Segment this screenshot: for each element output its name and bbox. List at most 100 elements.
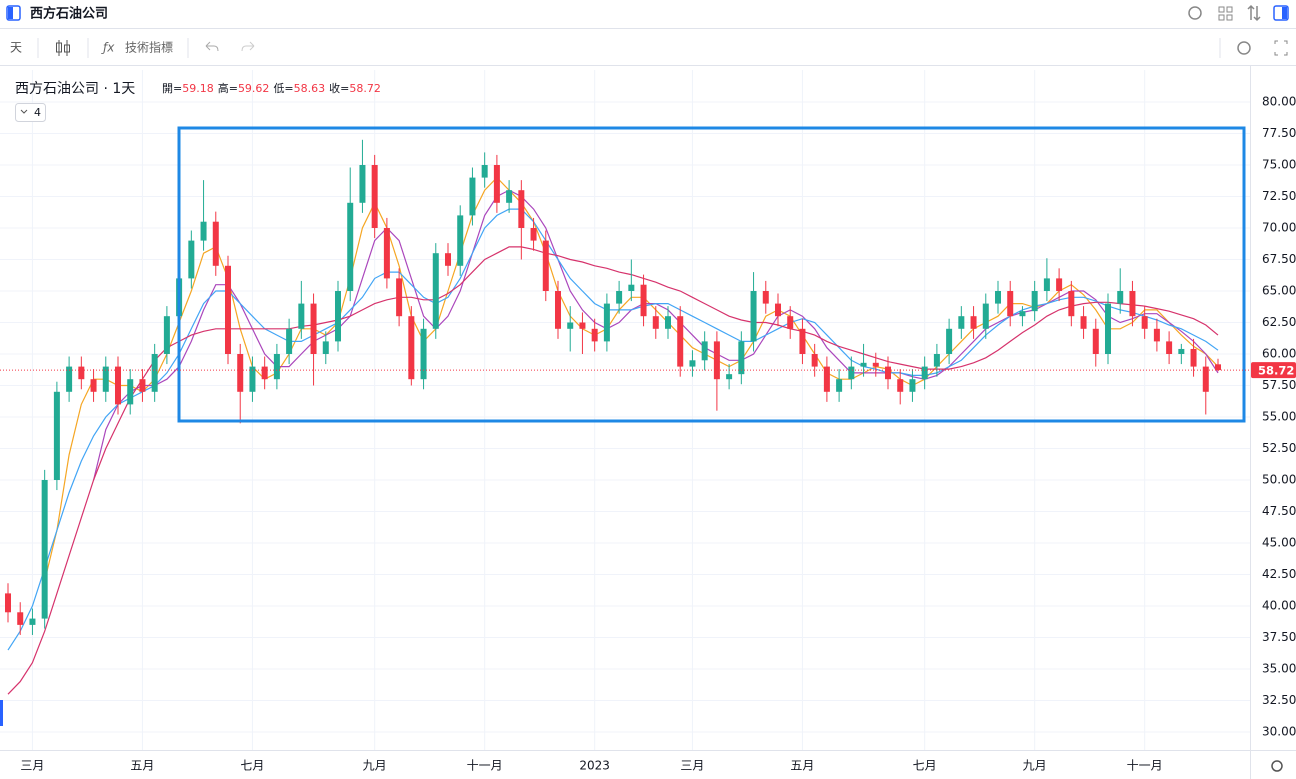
y-tick-label: 77.50 — [1262, 126, 1296, 140]
y-tick-label: 72.50 — [1262, 189, 1296, 203]
range-box — [177, 126, 1246, 423]
candle-body — [1166, 341, 1173, 354]
candle-body — [310, 303, 317, 354]
last-price-tag — [1251, 362, 1296, 379]
y-tick-label: 60.00 — [1262, 346, 1296, 360]
series-title: 西方石油公司 · 1天 — [15, 81, 135, 97]
x-tick-label: 七月 — [240, 759, 264, 773]
moving-average-line — [7, 246, 1219, 695]
candle-body — [1153, 328, 1160, 342]
candle-body — [200, 221, 207, 241]
candle-body — [603, 303, 610, 342]
candle-body — [335, 290, 341, 342]
candle-body — [518, 190, 525, 228]
candle-body — [579, 322, 586, 329]
axes: 30.00 32.50 35.00 37.50 40.00 42.50 45.00 47.50… — [0, 66, 1296, 779]
candle-body — [139, 379, 146, 392]
x-tick-label: 十一月 — [1127, 759, 1163, 773]
candle-body — [872, 362, 879, 367]
candle-body — [481, 165, 488, 178]
candle-body — [677, 316, 684, 367]
candle-body — [1068, 290, 1075, 317]
app-title: 西方石油公司 — [30, 6, 108, 22]
candle-body — [225, 265, 231, 354]
open-label: 開= — [162, 82, 182, 95]
candle-body — [457, 215, 464, 266]
candle-body — [1215, 364, 1221, 371]
candle-body — [322, 341, 329, 354]
compare-icon[interactable] — [1247, 4, 1261, 22]
candle-body — [17, 612, 24, 625]
candle-body — [689, 360, 696, 367]
interval-button[interactable]: 天 — [10, 41, 22, 55]
indicator-count: 4 — [34, 106, 41, 119]
sidebar-icon[interactable] — [1273, 5, 1289, 21]
high-label: 高= — [218, 81, 238, 95]
candle-body — [933, 353, 940, 367]
panel-icon-fill — [8, 7, 13, 19]
indicator-toggle[interactable] — [15, 103, 46, 122]
candle-body — [237, 353, 244, 392]
fullscreen-icon[interactable] — [1274, 40, 1288, 56]
candle-body — [860, 362, 867, 367]
indicators-button[interactable]: 技術指標 — [125, 40, 173, 55]
candle-body — [445, 253, 451, 266]
candle-body — [1117, 290, 1124, 304]
panel-icon[interactable] — [6, 5, 21, 21]
layout-icon[interactable] — [1218, 6, 1225, 13]
candle-body — [359, 165, 366, 203]
candle-body — [530, 227, 537, 241]
candle-body — [1105, 303, 1111, 354]
candle-body — [506, 190, 513, 203]
candle-body — [396, 278, 403, 317]
close-label: 收= — [329, 81, 349, 95]
high-value: 59.62 — [238, 82, 270, 95]
candle-body — [151, 353, 158, 392]
y-tick-label: 70.00 — [1262, 220, 1296, 234]
y-tick-label: 75.00 — [1262, 158, 1296, 172]
y-tick-label: 35.00 — [1262, 661, 1296, 675]
candle-body — [1092, 328, 1099, 354]
candle-body — [1178, 348, 1185, 354]
y-tick-label: 62.50 — [1262, 315, 1296, 329]
grid — [0, 70, 1250, 750]
candle-icon-body — [56, 42, 62, 53]
candle-body — [249, 366, 256, 392]
candle-body — [787, 316, 794, 329]
candle-body — [1141, 316, 1148, 329]
candle-body — [640, 284, 647, 317]
x-tick-label: 九月 — [363, 759, 387, 773]
x-tick-label: 三月 — [680, 759, 704, 773]
x-tick-label: 十一月 — [467, 759, 503, 773]
ohlc-legend: 開=59.18 高=59.62 低=58.63 收=58.72 — [162, 81, 381, 95]
y-tick-label: 57.50 — [1262, 378, 1296, 392]
candle-body — [738, 341, 745, 375]
candle-body — [970, 316, 977, 329]
candle-body — [102, 366, 109, 392]
candle-body — [115, 366, 121, 405]
candle-body — [1019, 311, 1026, 317]
y-tick-label: 65.00 — [1262, 283, 1296, 297]
candle-body — [1031, 290, 1038, 312]
candle-body — [41, 479, 48, 619]
candle-body — [1056, 278, 1063, 291]
y-tick-label: 42.50 — [1262, 567, 1296, 581]
chevron — [20, 109, 28, 114]
candle-body — [958, 316, 965, 329]
fx-icon[interactable]: ƒx — [101, 41, 115, 55]
refresh-icon[interactable] — [1188, 6, 1202, 20]
candle-body — [188, 240, 195, 279]
settings-icon[interactable] — [1237, 41, 1251, 55]
axis-settings-icon[interactable] — [1271, 760, 1283, 772]
undo-icon[interactable] — [205, 41, 219, 52]
redo-icon[interactable] — [241, 41, 255, 52]
candle-body — [567, 322, 574, 329]
candle-body — [848, 366, 855, 380]
candle-body — [775, 303, 781, 317]
sidebar-icon-fill — [1282, 7, 1287, 19]
candle-body — [836, 379, 843, 392]
candle-body — [212, 221, 219, 266]
candle-body — [29, 618, 36, 625]
